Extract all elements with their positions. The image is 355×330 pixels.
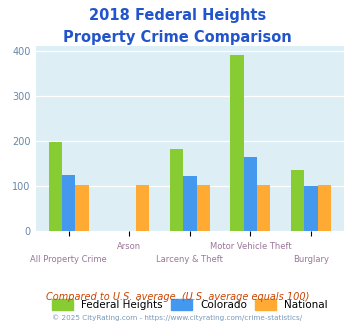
Text: 2018 Federal Heights: 2018 Federal Heights [89, 8, 266, 23]
Bar [318, 185, 331, 231]
Text: All Property Crime: All Property Crime [31, 255, 107, 264]
Bar [230, 55, 244, 231]
Bar [257, 185, 271, 231]
Bar [170, 149, 183, 231]
Bar [49, 142, 62, 231]
Bar [183, 176, 197, 231]
Bar [244, 157, 257, 231]
Legend: Federal Heights, Colorado, National: Federal Heights, Colorado, National [48, 295, 332, 314]
Bar [304, 186, 318, 231]
Text: Arson: Arson [117, 242, 141, 251]
Text: Motor Vehicle Theft: Motor Vehicle Theft [210, 242, 291, 251]
Bar [62, 175, 76, 231]
Text: Larceny & Theft: Larceny & Theft [157, 255, 223, 264]
Bar [76, 185, 89, 231]
Bar [197, 185, 210, 231]
Bar [136, 185, 149, 231]
Text: Property Crime Comparison: Property Crime Comparison [63, 30, 292, 45]
Text: Burglary: Burglary [293, 255, 329, 264]
Bar [291, 170, 304, 231]
Text: Compared to U.S. average. (U.S. average equals 100): Compared to U.S. average. (U.S. average … [46, 292, 309, 302]
Text: © 2025 CityRating.com - https://www.cityrating.com/crime-statistics/: © 2025 CityRating.com - https://www.city… [53, 314, 302, 321]
